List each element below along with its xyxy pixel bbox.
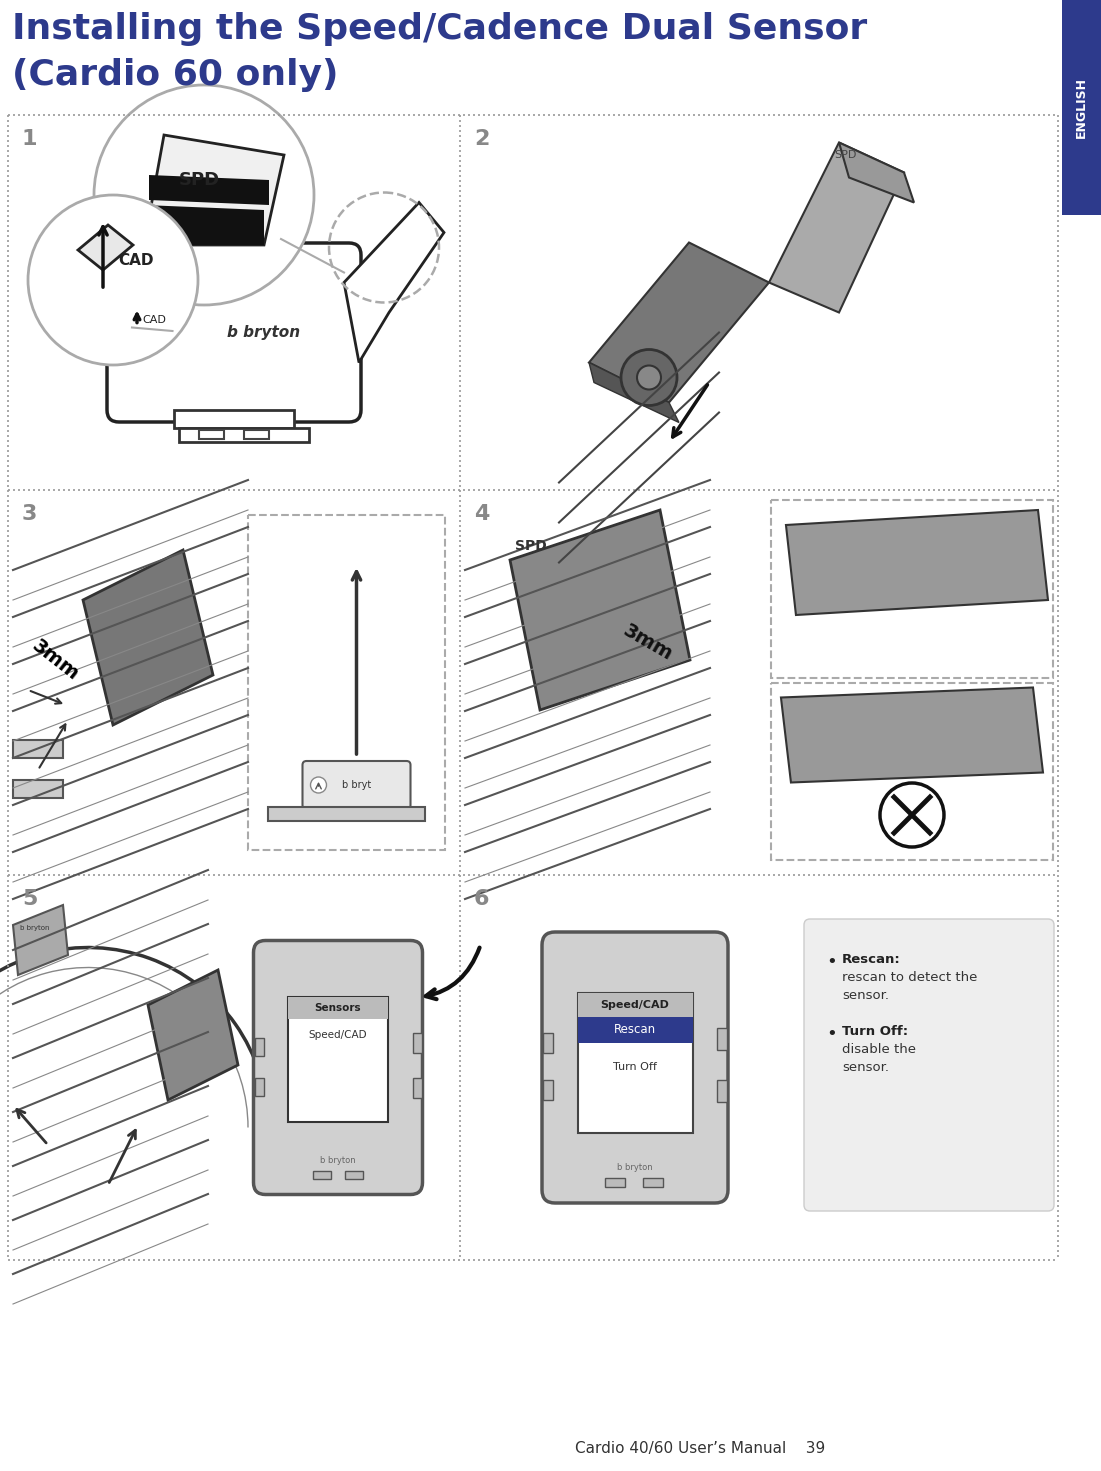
Bar — [413, 1033, 422, 1052]
Text: 2: 2 — [475, 129, 489, 149]
Polygon shape — [510, 510, 690, 710]
Text: b bryton: b bryton — [228, 325, 301, 340]
Text: Speed/CAD: Speed/CAD — [600, 999, 669, 1009]
Bar — [643, 1178, 663, 1187]
FancyBboxPatch shape — [107, 243, 361, 422]
Bar — [578, 993, 693, 1016]
Circle shape — [637, 365, 661, 390]
Text: CAD: CAD — [142, 315, 166, 325]
Text: disable the: disable the — [842, 1043, 916, 1056]
FancyBboxPatch shape — [804, 919, 1054, 1211]
Polygon shape — [83, 550, 212, 725]
Bar — [174, 410, 294, 428]
Circle shape — [621, 350, 677, 406]
Text: b bryton: b bryton — [20, 925, 50, 931]
Bar — [13, 740, 63, 758]
Text: 6: 6 — [475, 888, 490, 909]
Bar — [413, 1077, 422, 1097]
Bar — [578, 1016, 693, 1043]
Bar — [254, 1037, 263, 1056]
Text: ENGLISH: ENGLISH — [1075, 76, 1088, 138]
Bar — [578, 993, 693, 1133]
Text: 1: 1 — [22, 129, 37, 149]
Bar — [543, 1033, 553, 1052]
Bar — [244, 430, 269, 438]
Bar — [248, 515, 445, 850]
Circle shape — [310, 777, 327, 793]
Circle shape — [880, 783, 944, 847]
Bar — [606, 1178, 625, 1187]
Text: Speed/CAD: Speed/CAD — [308, 1030, 368, 1040]
Polygon shape — [78, 225, 133, 271]
Circle shape — [28, 196, 198, 365]
Polygon shape — [149, 175, 269, 204]
Text: •: • — [826, 1025, 837, 1043]
Text: •: • — [826, 953, 837, 971]
Bar — [771, 683, 1053, 861]
Bar — [543, 1080, 553, 1099]
Text: SPD: SPD — [179, 171, 220, 188]
Bar — [313, 1171, 331, 1178]
Bar — [268, 808, 425, 821]
Text: b bryton: b bryton — [320, 1156, 356, 1165]
Polygon shape — [589, 243, 768, 403]
Text: Rescan:: Rescan: — [842, 953, 901, 966]
Polygon shape — [148, 969, 238, 1100]
Text: (Cardio 60 only): (Cardio 60 only) — [12, 57, 338, 93]
Text: 3mm: 3mm — [28, 635, 83, 684]
Text: 3mm: 3mm — [620, 621, 676, 663]
Text: 5: 5 — [22, 888, 37, 909]
Polygon shape — [786, 510, 1048, 615]
Text: b bryton: b bryton — [618, 1164, 653, 1172]
FancyBboxPatch shape — [303, 761, 411, 809]
Bar — [771, 500, 1053, 678]
Text: Turn Off: Turn Off — [613, 1062, 657, 1072]
Bar — [288, 997, 388, 1019]
Bar — [254, 1077, 263, 1096]
Text: 4: 4 — [475, 505, 489, 524]
Polygon shape — [144, 135, 284, 246]
Text: Sensors: Sensors — [315, 1003, 361, 1014]
Text: sensor.: sensor. — [842, 989, 889, 1002]
Polygon shape — [768, 143, 904, 312]
Polygon shape — [13, 905, 68, 975]
Text: Installing the Speed/Cadence Dual Sensor: Installing the Speed/Cadence Dual Sensor — [12, 12, 868, 46]
Polygon shape — [589, 362, 679, 422]
Text: Rescan: Rescan — [614, 1022, 656, 1036]
Bar — [179, 428, 309, 441]
Bar — [288, 997, 388, 1122]
Text: CAD: CAD — [118, 253, 153, 268]
Text: b bryt: b bryt — [341, 780, 371, 790]
Circle shape — [94, 85, 314, 304]
Polygon shape — [781, 687, 1043, 783]
Polygon shape — [144, 204, 264, 246]
Text: SPD: SPD — [515, 538, 547, 553]
Polygon shape — [839, 143, 914, 203]
Bar — [717, 1080, 727, 1102]
Bar — [345, 1171, 363, 1178]
FancyBboxPatch shape — [253, 940, 423, 1194]
Bar — [1062, 0, 1101, 215]
Text: rescan to detect the: rescan to detect the — [842, 971, 978, 984]
Text: Turn Off:: Turn Off: — [842, 1025, 908, 1039]
Bar — [199, 430, 224, 438]
Text: SPD: SPD — [833, 150, 857, 159]
Circle shape — [121, 302, 153, 334]
Text: 3: 3 — [22, 505, 37, 524]
Bar — [717, 1028, 727, 1049]
Polygon shape — [344, 203, 444, 362]
Text: sensor.: sensor. — [842, 1061, 889, 1074]
FancyBboxPatch shape — [542, 933, 728, 1203]
Bar — [13, 780, 63, 797]
Text: Cardio 40/60 User’s Manual    39: Cardio 40/60 User’s Manual 39 — [575, 1440, 825, 1455]
